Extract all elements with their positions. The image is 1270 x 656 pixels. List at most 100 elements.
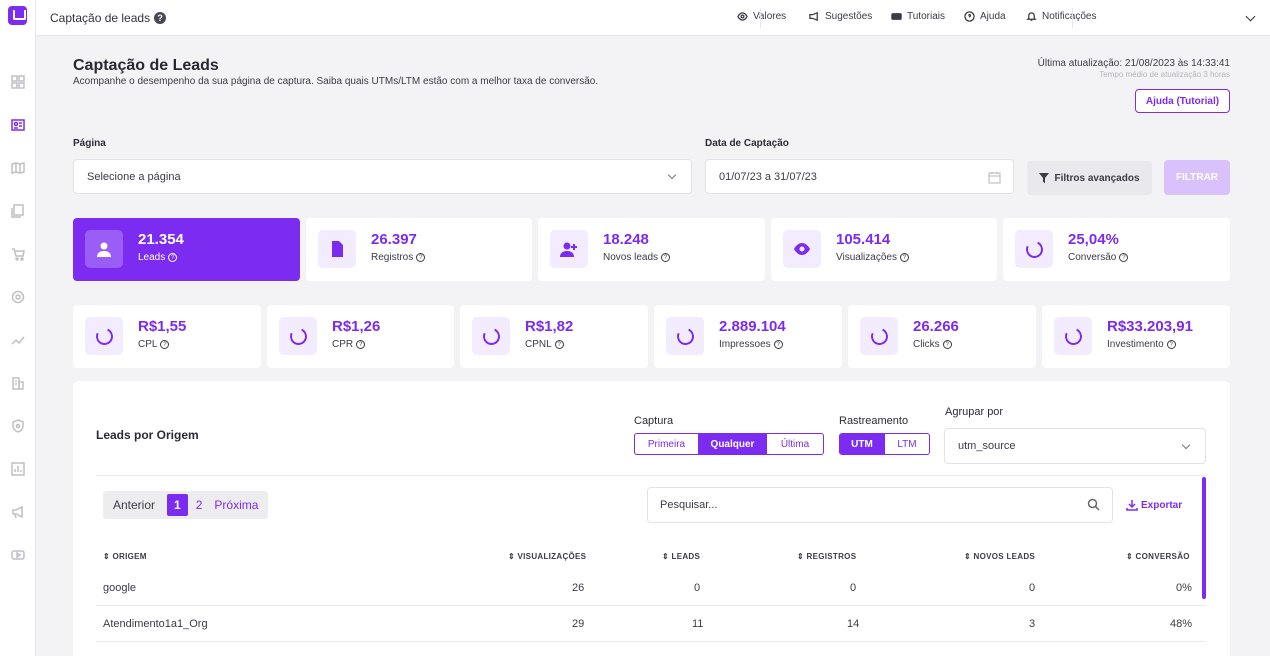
- help-icon[interactable]: ?: [661, 253, 671, 262]
- kpi-label: Visualizações: [836, 252, 897, 263]
- help-icon[interactable]: ?: [942, 340, 952, 349]
- export-button[interactable]: Exportar: [1126, 499, 1182, 511]
- kpi-value: 18.248: [603, 231, 649, 248]
- building-icon[interactable]: [11, 376, 25, 390]
- kpi-label: Conversão: [1068, 252, 1117, 263]
- captura-option-ultima[interactable]: Última: [780, 438, 810, 450]
- column-header-origem[interactable]: ⇕ ORIGEM: [103, 552, 147, 561]
- nav-tutoriais[interactable]: Tutoriais: [891, 11, 945, 22]
- map-icon[interactable]: [11, 161, 25, 175]
- kpi-investimento[interactable]: R$33.203,91 Investimento?: [1042, 305, 1230, 368]
- kpi-caption: Leads?: [138, 252, 178, 263]
- kpi-clicks[interactable]: 26.266 Clicks?: [848, 305, 1036, 368]
- security-icon[interactable]: [11, 419, 25, 433]
- kpi-caption: CPNL?: [525, 339, 564, 350]
- pagination-prev[interactable]: Anterior: [113, 498, 156, 512]
- advanced-filters-button[interactable]: Filtros avançados: [1027, 161, 1152, 195]
- captura-option-primeira[interactable]: Primeira: [635, 434, 699, 454]
- rastreamento-option-utm[interactable]: UTM: [840, 434, 885, 454]
- rastreamento-label: Rastreamento: [839, 415, 909, 427]
- cell-visualizacoes: 29: [572, 618, 585, 630]
- kpi-value: 21.354: [138, 231, 184, 248]
- kpi-registros[interactable]: 26.397 Registros?: [306, 218, 532, 281]
- cell-registros: 14: [847, 618, 860, 630]
- cart-icon[interactable]: [11, 247, 25, 261]
- pagination-page-1[interactable]: 1: [167, 494, 188, 516]
- help-icon[interactable]: ?: [899, 253, 909, 262]
- captura-option-qualquer[interactable]: Qualquer: [699, 434, 767, 454]
- help-icon[interactable]: ?: [168, 253, 178, 262]
- cell-registros: 0: [850, 582, 857, 594]
- column-header-registros[interactable]: ⇕ REGISTROS: [797, 552, 857, 561]
- rastreamento-option-ltm[interactable]: LTM: [897, 438, 917, 450]
- report-icon[interactable]: [11, 462, 25, 476]
- page-select[interactable]: Selecione a página: [73, 159, 692, 194]
- kpi-impressoes[interactable]: 2.889.104 Impressoes?: [654, 305, 842, 368]
- help-tutorial-button[interactable]: Ajuda (Tutorial): [1135, 89, 1230, 113]
- avg-update: Tempo médio de atualização 3 horas: [1099, 70, 1230, 79]
- nav-sugestoes[interactable]: Sugestões: [809, 11, 872, 22]
- kpi-value: 105.414: [836, 231, 891, 248]
- search-input[interactable]: Pesquisar...: [647, 487, 1113, 523]
- nav-notificacoes[interactable]: Notificações: [1026, 11, 1096, 22]
- kpi-caption: Impressoes?: [719, 339, 783, 350]
- video-icon[interactable]: [11, 548, 25, 562]
- cell-novos-leads: 3: [1029, 618, 1036, 630]
- kpi-cpl[interactable]: R$1,55 CPL?: [73, 305, 261, 368]
- ring-icon: [472, 317, 510, 355]
- help-icon[interactable]: ?: [773, 340, 783, 349]
- help-icon[interactable]: ?: [416, 253, 426, 262]
- kpi-value: 25,04%: [1068, 231, 1119, 248]
- kpi-value: 2.889.104: [719, 318, 786, 335]
- cell-novos-leads: 0: [1029, 582, 1036, 594]
- help-icon[interactable]: ?: [356, 340, 366, 349]
- kpi-cpnl[interactable]: R$1,82 CPNL?: [460, 305, 648, 368]
- kpi-label: Impressoes: [719, 339, 771, 350]
- trend-icon[interactable]: [11, 333, 25, 347]
- page-select-value: Selecione a página: [87, 170, 181, 183]
- date-label: Data de Captação: [705, 138, 789, 149]
- nav-ajuda[interactable]: Ajuda: [964, 11, 1006, 22]
- kpi-novos-leads[interactable]: 18.248 Novos leads?: [538, 218, 765, 281]
- kpi-cpr[interactable]: R$1,26 CPR?: [267, 305, 454, 368]
- topbar-title-text: Captação de leads: [50, 11, 151, 25]
- cell-conversao: 48%: [1170, 618, 1193, 630]
- agrupar-select[interactable]: utm_source: [944, 428, 1206, 464]
- cell-leads: 0: [694, 582, 701, 594]
- lead-capture-icon[interactable]: [11, 118, 25, 132]
- kpi-conversao[interactable]: 25,04% Conversão?: [1003, 218, 1230, 281]
- kpi-label: Leads: [138, 252, 166, 263]
- column-header-leads[interactable]: ⇕ LEADS: [662, 552, 701, 561]
- shield-icon[interactable]: [11, 290, 25, 304]
- apply-filter-button[interactable]: FILTRAR: [1164, 160, 1230, 195]
- kpi-value: R$33.203,91: [1107, 318, 1193, 335]
- date-range-input[interactable]: 01/07/23 a 31/07/23: [705, 159, 1014, 194]
- nav-valores[interactable]: Valores: [737, 11, 786, 22]
- help-icon[interactable]: ?: [160, 340, 170, 349]
- last-update: Última atualização: 21/08/2023 às 14:33:…: [1037, 58, 1230, 69]
- kpi-leads[interactable]: 21.354 Leads?: [73, 218, 300, 281]
- megaphone-icon[interactable]: [11, 505, 25, 519]
- kpi-value: R$1,82: [525, 318, 574, 335]
- ring-icon: [666, 317, 704, 355]
- filter-icon: [1039, 173, 1050, 183]
- kpi-caption: CPR?: [332, 339, 366, 350]
- video-icon: [891, 13, 902, 20]
- kpi-visualizacoes[interactable]: 105.414 Visualizações?: [771, 218, 997, 281]
- dashboard-icon[interactable]: [11, 75, 25, 89]
- panel-title: Leads por Origem: [96, 428, 199, 442]
- pages-icon[interactable]: [11, 204, 25, 218]
- help-icon[interactable]: ?: [554, 340, 564, 349]
- column-header-conversao[interactable]: ⇕ CONVERSÃO: [1126, 552, 1190, 561]
- kpi-caption: CPL?: [138, 339, 170, 350]
- chevron-down-icon: [1181, 440, 1191, 450]
- help-icon[interactable]: ?: [1166, 340, 1176, 349]
- pagination-next[interactable]: Próxima: [214, 498, 259, 512]
- help-circle-icon[interactable]: ?: [154, 12, 167, 24]
- column-header-visualizacoes[interactable]: ⇕ VISUALIZAÇÕES: [508, 552, 587, 561]
- logo[interactable]: [8, 6, 27, 25]
- column-header-novos-leads[interactable]: ⇕ NOVOS LEADS: [964, 552, 1036, 561]
- help-icon[interactable]: ?: [1119, 253, 1129, 262]
- scrollbar[interactable]: [1202, 477, 1206, 599]
- pagination-page-2[interactable]: 2: [195, 498, 203, 512]
